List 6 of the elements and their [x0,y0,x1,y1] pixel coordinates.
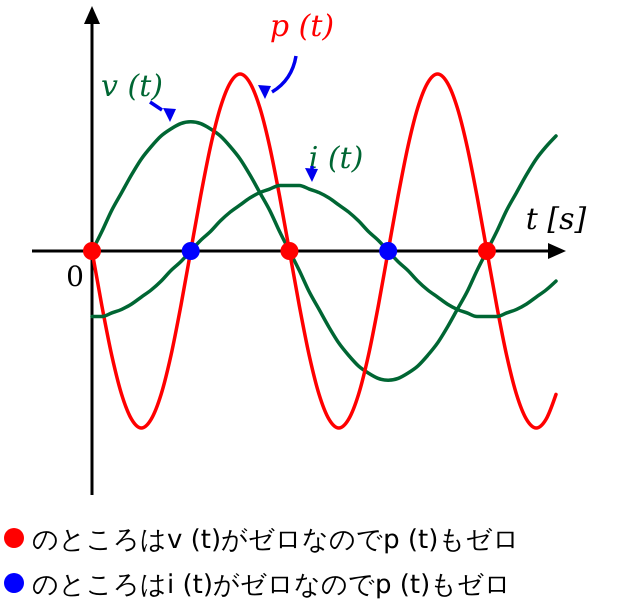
series-label: v (t) [101,69,163,104]
x-axis-title: t [s] [526,202,586,237]
series-label: p (t) [270,9,334,44]
text: のところはv (t)がゼロなのでp (t)もゼロ [32,525,520,555]
text: のところはi (t)がゼロなのでp (t)もゼロ [32,570,512,600]
text: 0 [66,260,84,293]
